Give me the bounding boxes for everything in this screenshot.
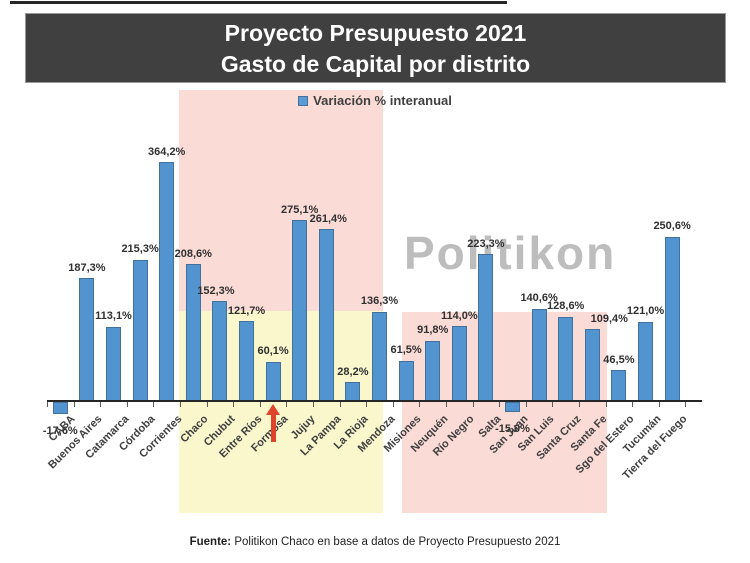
bar-misiones (398, 360, 414, 402)
bar-corrientes (159, 162, 175, 402)
bar-salta (478, 254, 494, 402)
axis-tick (180, 402, 181, 407)
value-label: 60,1% (257, 345, 289, 358)
source-text: Politikon Chaco en base a datos de Proye… (231, 536, 561, 548)
bar-río-negro (451, 326, 467, 402)
value-label: 364,2% (148, 145, 186, 158)
axis-tick (446, 402, 447, 407)
bar-córdoba (132, 259, 148, 402)
chart-title-line2: Gasto de Capital por distrito (220, 51, 531, 77)
x-axis-line (47, 400, 702, 402)
bar-san-juan (505, 402, 520, 412)
chart-title-line1: Proyecto Presupuesto 2021 (224, 20, 527, 46)
axis-tick (605, 402, 607, 407)
axis-tick (313, 402, 314, 407)
bar-buenos-aires (79, 278, 95, 402)
value-label: 121,0% (626, 305, 665, 318)
value-label: -15,0% (495, 422, 530, 435)
bar-catamarca (106, 326, 121, 402)
value-label: 113,1% (95, 310, 132, 323)
value-label: 215,3% (121, 243, 159, 256)
axis-tick (499, 402, 501, 407)
axis-tick (47, 402, 48, 407)
top-border-line (10, 1, 507, 4)
value-label: 136,3% (360, 295, 399, 308)
value-label: 187,3% (68, 261, 106, 274)
value-label: 61,5% (390, 344, 422, 357)
value-label: 208,6% (174, 247, 212, 260)
value-label: 140,6% (520, 292, 558, 305)
value-label: 152,3% (197, 284, 235, 297)
value-label: 250,6% (653, 220, 691, 233)
value-label: 91,8% (417, 324, 449, 337)
value-label: 121,7% (227, 304, 266, 317)
legend-label: Variación % interanual (313, 93, 452, 108)
axis-tick (73, 402, 75, 407)
axis-tick (233, 402, 235, 407)
source-footer: Fuente: Politikon Chaco en base a datos … (0, 536, 750, 548)
source-label: Fuente: (189, 536, 232, 548)
axis-tick (339, 402, 341, 407)
bar-caba (52, 402, 68, 414)
bar-formosa (265, 361, 281, 402)
bar-tierra-del-fuego (664, 236, 680, 402)
axis-tick (392, 402, 394, 407)
axis-tick (685, 402, 687, 407)
axis-tick (658, 402, 660, 407)
chart-title: Proyecto Presupuesto 2021 Gasto de Capit… (25, 13, 726, 83)
red-arrow-shaft (270, 414, 276, 442)
axis-tick (126, 402, 128, 407)
axis-tick (366, 402, 368, 407)
axis-tick (206, 402, 208, 407)
axis-tick (579, 402, 580, 407)
chart-legend: Variación % interanual (0, 93, 750, 108)
value-label: 46,5% (603, 353, 635, 366)
axis-tick (472, 402, 474, 407)
value-label: 223,3% (467, 237, 505, 250)
axis-tick (100, 402, 102, 407)
value-label: 109,4% (590, 312, 628, 325)
highlight-region (179, 90, 383, 311)
value-label: 114,0% (440, 309, 478, 322)
bar-entre-ríos (239, 321, 254, 402)
axis-tick (525, 402, 527, 407)
bar-jujuy (292, 220, 308, 402)
bar-santa-cruz (558, 316, 574, 402)
bar-mendoza (372, 311, 387, 402)
value-label: 261,4% (309, 212, 347, 225)
value-label: 275,1% (281, 203, 319, 216)
axis-tick (286, 402, 288, 407)
red-arrow-icon (266, 404, 281, 415)
bar-sgo-del-estero (611, 370, 627, 402)
axis-tick (552, 402, 554, 407)
value-label: -17,6% (42, 424, 78, 437)
value-label: 28,2% (337, 365, 369, 378)
value-label: 128,6% (547, 300, 585, 313)
axis-tick (419, 402, 421, 407)
legend-marker-icon (298, 95, 309, 106)
axis-tick (259, 402, 261, 407)
politikon-watermark: Politikon (404, 227, 617, 279)
axis-tick (153, 402, 155, 407)
bar-san-luis (531, 308, 547, 402)
axis-tick (632, 402, 634, 407)
